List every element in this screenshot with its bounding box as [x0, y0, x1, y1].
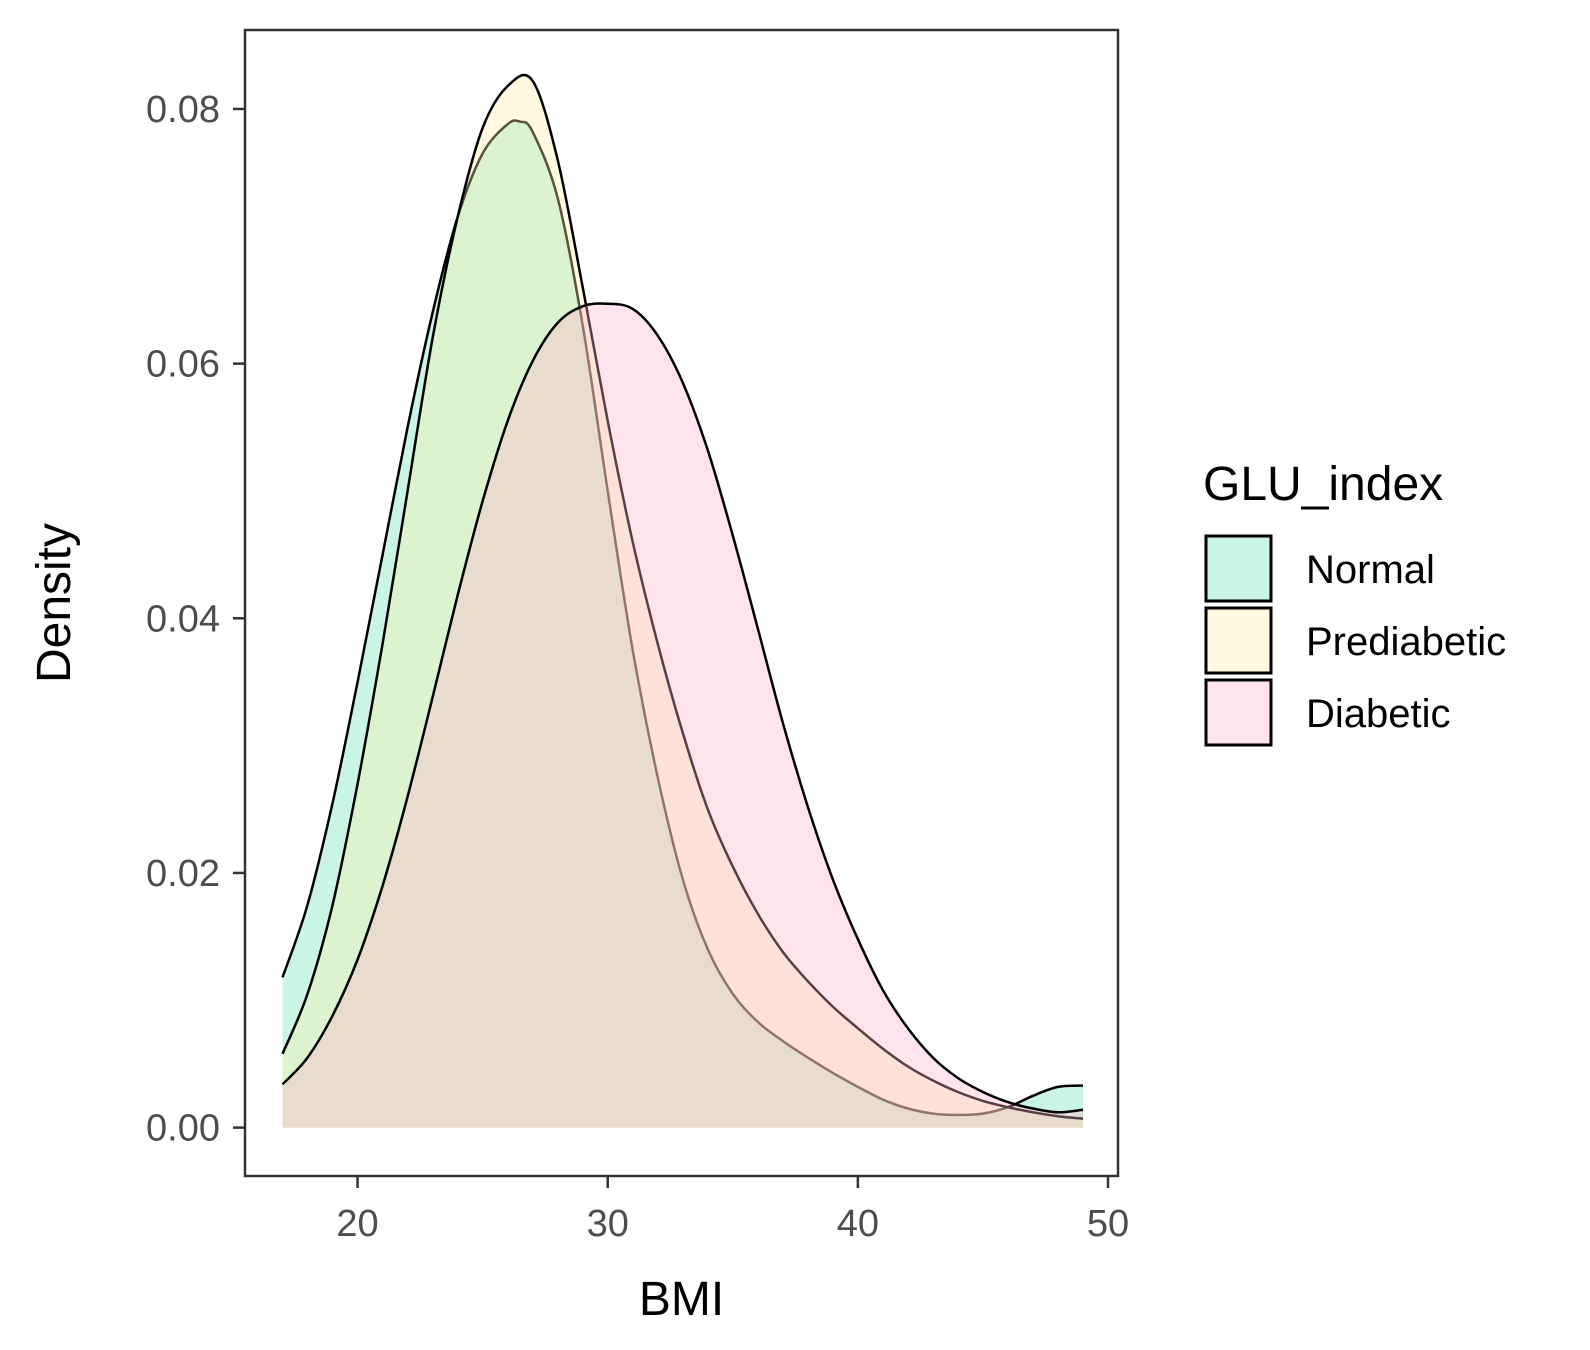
x-tick-label: 30	[587, 1203, 629, 1245]
x-tick-label: 40	[837, 1203, 879, 1245]
legend-key-diabetic	[1204, 678, 1273, 747]
x-axis-title: BMI	[639, 1273, 724, 1326]
legend-key-bg-normal	[1205, 535, 1272, 602]
density-line-normal	[281, 119, 1084, 1117]
legend-key-bg-diabetic	[1205, 679, 1272, 746]
series-layer	[281, 73, 1084, 1128]
x-tick-label: 20	[336, 1203, 378, 1245]
legend: GLU_index Normal Prediabetic Diabetic	[1203, 458, 1506, 747]
y-tick-label: 0.04	[146, 598, 220, 640]
y-axis: 0.00 0.02 0.04 0.06 0.08	[146, 89, 245, 1150]
legend-label-normal: Normal	[1306, 548, 1435, 592]
density-area-diabetic	[282, 303, 1083, 1128]
panel-border	[243, 28, 1120, 1178]
x-axis: 20 30 40 50	[336, 1176, 1129, 1245]
legend-label-prediabetic: Prediabetic	[1306, 620, 1506, 664]
y-tick-label: 0.02	[146, 853, 220, 895]
legend-key-prediabetic	[1204, 606, 1273, 675]
density-area-prediabetic	[282, 75, 1083, 1128]
density-line-prediabetic	[281, 73, 1084, 1120]
legend-key-bg-prediabetic	[1205, 607, 1272, 674]
y-tick-label: 0.00	[146, 1108, 220, 1150]
legend-title: GLU_index	[1203, 458, 1443, 511]
density-area-normal	[282, 120, 1083, 1128]
legend-key-normal	[1204, 534, 1273, 603]
y-tick-label: 0.08	[146, 89, 220, 131]
x-tick-label: 50	[1087, 1203, 1129, 1245]
y-tick-label: 0.06	[146, 344, 220, 386]
y-axis-title: Density	[28, 523, 81, 683]
density-line-diabetic	[281, 302, 1084, 1114]
legend-label-diabetic: Diabetic	[1306, 692, 1451, 736]
